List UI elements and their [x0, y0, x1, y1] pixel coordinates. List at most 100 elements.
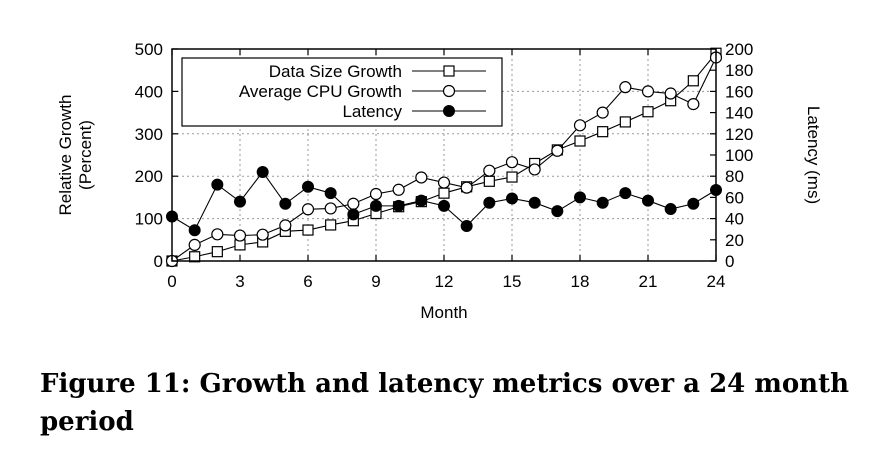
y-tick-label: 0	[154, 252, 163, 271]
y-axis-label-line-1: Relative Growth	[56, 95, 75, 216]
x-tick-label: 24	[707, 272, 726, 291]
y2-tick-label: 100	[725, 146, 753, 165]
y-tick-label: 300	[135, 125, 163, 144]
data-point	[369, 187, 383, 201]
data-point	[347, 197, 360, 210]
data-point	[505, 156, 519, 169]
x-tick-label: 9	[371, 272, 380, 291]
data-point	[687, 75, 699, 87]
y2-tick-label: 160	[725, 82, 753, 101]
data-point	[279, 219, 292, 232]
legend-marker	[443, 105, 455, 117]
legend-label: Average CPU Growth	[239, 82, 402, 101]
data-point	[642, 194, 654, 207]
y2-tick-label: 200	[725, 40, 753, 59]
data-point	[573, 119, 587, 132]
data-point	[574, 191, 586, 204]
data-point	[619, 81, 632, 94]
data-point	[415, 171, 428, 184]
y2-axis-label: Latency (ms)	[804, 106, 823, 204]
y2-tick-label: 140	[725, 104, 753, 123]
x-tick-label: 18	[571, 272, 590, 291]
data-point	[302, 180, 314, 193]
data-point	[347, 208, 360, 221]
data-point	[437, 176, 451, 189]
y-tick-label: 200	[135, 167, 163, 186]
data-point	[188, 224, 201, 237]
y2-tick-label: 180	[725, 61, 753, 80]
x-tick-label: 21	[639, 272, 658, 291]
chart: 0 3 6 9 12 15 18 21 24 0 100 200 300 400 500 0 20 40 60 80 1…	[56, 40, 823, 322]
y2-tick-label: 120	[725, 125, 753, 144]
data-point	[188, 238, 201, 251]
data-point	[619, 116, 631, 128]
legend-marker	[443, 65, 455, 77]
data-point	[460, 181, 473, 194]
x-tick-label: 6	[303, 272, 312, 291]
data-point	[211, 228, 224, 241]
data-point	[438, 187, 450, 199]
data-point	[438, 199, 450, 212]
data-point	[301, 203, 315, 216]
data-point	[506, 171, 518, 183]
x-tick-label: 12	[435, 272, 454, 291]
data-point	[483, 164, 496, 177]
data-point	[619, 187, 632, 200]
data-point	[597, 126, 609, 138]
data-point	[392, 199, 405, 212]
data-point	[234, 195, 246, 208]
x-tick-label: 3	[235, 272, 244, 291]
legend-label: Latency	[342, 102, 402, 121]
data-point	[256, 165, 269, 178]
data-point	[324, 202, 337, 215]
legend-label: Data Size Growth	[269, 62, 402, 81]
data-point	[324, 187, 337, 200]
data-point	[596, 106, 609, 119]
data-point	[256, 228, 269, 241]
data-point	[211, 178, 224, 191]
data-point	[664, 203, 677, 216]
data-point	[528, 163, 541, 176]
series-layer	[165, 47, 723, 268]
line-chart: 0 3 6 9 12 15 18 21 2401002003004005000204060801…	[56, 40, 823, 322]
data-point	[483, 196, 496, 209]
data-point	[370, 199, 382, 212]
x-tick-label: 0	[167, 272, 176, 291]
axis-ticks: 0 3 6 9 12 15 18 21 2401002003004005000204060801…	[135, 40, 754, 291]
series-1	[165, 51, 723, 268]
data-point	[687, 98, 700, 111]
y2-tick-label: 40	[725, 210, 744, 229]
y2-tick-label: 0	[725, 252, 734, 271]
data-point	[596, 196, 609, 209]
data-point	[687, 197, 700, 210]
figure-caption: Figure 11: Growth and latency metrics ov…	[40, 369, 849, 437]
data-point	[460, 220, 473, 233]
x-axis-label: Month	[420, 303, 467, 322]
x-tick-label: 15	[503, 272, 522, 291]
y2-tick-label: 20	[725, 231, 744, 250]
data-point	[506, 192, 518, 205]
data-point	[189, 251, 201, 263]
data-point	[642, 106, 654, 118]
data-point	[211, 246, 223, 258]
y-tick-label: 100	[135, 210, 163, 229]
legend-marker	[442, 84, 456, 98]
y-axis-label-line-2: (Percent)	[76, 120, 95, 190]
data-point	[641, 85, 655, 98]
y2-tick-label: 80	[725, 167, 744, 186]
data-point	[551, 144, 564, 157]
data-point	[528, 196, 541, 209]
data-point	[279, 197, 292, 210]
y-tick-label: 500	[135, 40, 163, 59]
data-point	[392, 183, 405, 196]
data-point	[302, 224, 314, 236]
y-tick-label: 400	[135, 82, 163, 101]
y2-tick-label: 60	[725, 188, 744, 207]
data-point	[233, 229, 247, 242]
data-point	[664, 87, 677, 100]
data-point	[483, 175, 495, 187]
data-point	[325, 219, 337, 231]
data-point	[415, 194, 428, 207]
series-2	[166, 165, 722, 237]
